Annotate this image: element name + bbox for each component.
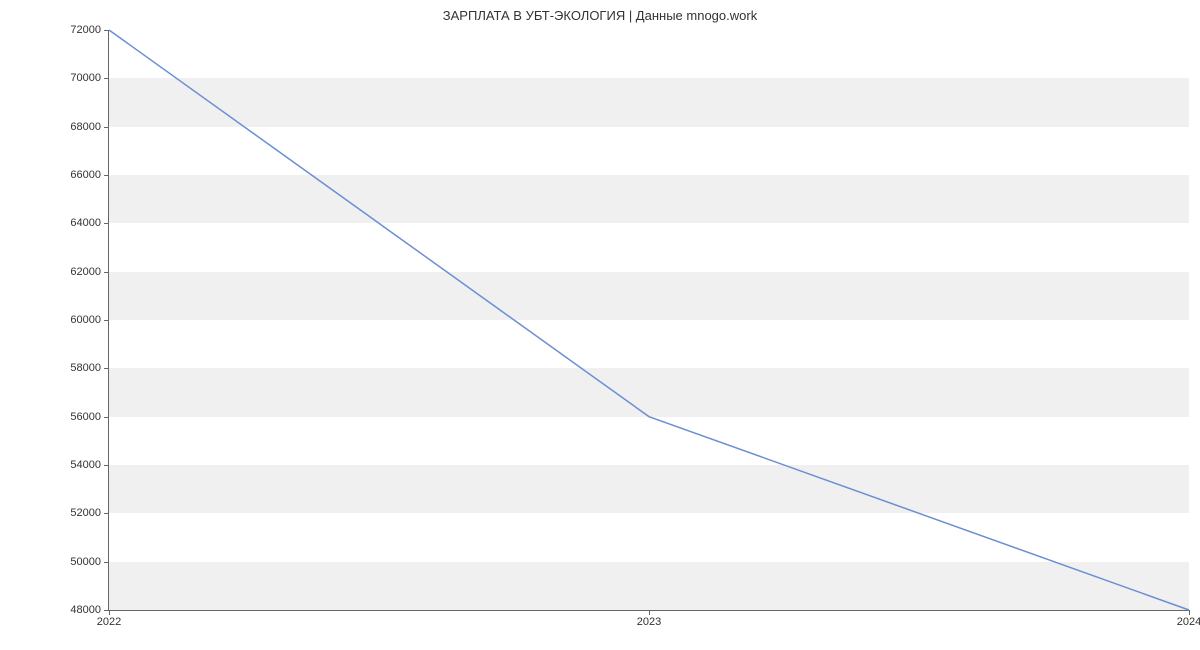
series-salary <box>109 30 1189 610</box>
x-tick-mark <box>649 610 650 615</box>
line-layer <box>109 30 1189 610</box>
x-tick-label: 2024 <box>1177 616 1200 628</box>
y-tick-label: 72000 <box>70 24 101 36</box>
x-tick-label: 2023 <box>637 616 661 628</box>
y-tick-label: 62000 <box>70 266 101 278</box>
y-tick-label: 70000 <box>70 72 101 84</box>
y-tick-label: 64000 <box>70 217 101 229</box>
y-tick-label: 58000 <box>70 362 101 374</box>
plot-area: 4800050000520005400056000580006000062000… <box>108 30 1189 611</box>
y-tick-label: 50000 <box>70 556 101 568</box>
y-tick-label: 54000 <box>70 459 101 471</box>
y-tick-label: 66000 <box>70 169 101 181</box>
y-tick-label: 56000 <box>70 411 101 423</box>
x-tick-mark <box>109 610 110 615</box>
y-tick-label: 48000 <box>70 604 101 616</box>
salary-chart: ЗАРПЛАТА В УБТ-ЭКОЛОГИЯ | Данные mnogo.w… <box>0 0 1200 650</box>
y-tick-label: 52000 <box>70 507 101 519</box>
chart-title: ЗАРПЛАТА В УБТ-ЭКОЛОГИЯ | Данные mnogo.w… <box>0 8 1200 23</box>
y-tick-label: 60000 <box>70 314 101 326</box>
y-tick-label: 68000 <box>70 121 101 133</box>
x-tick-mark <box>1189 610 1190 615</box>
x-tick-label: 2022 <box>97 616 121 628</box>
